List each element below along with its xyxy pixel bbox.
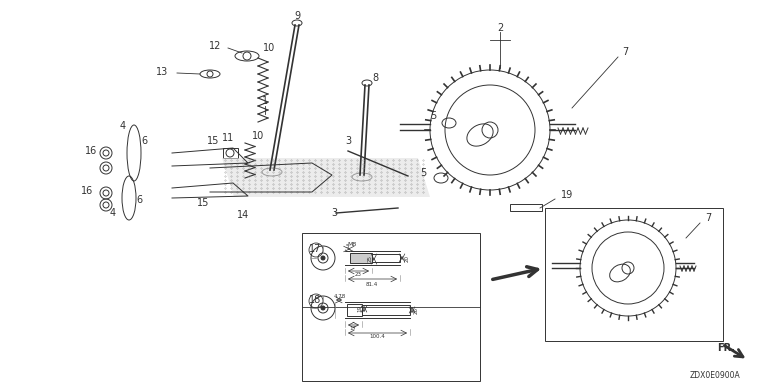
Text: 14: 14 [237,210,249,220]
Text: ZDX0E0900A: ZDX0E0900A [690,371,740,381]
Text: 15: 15 [207,136,219,146]
Text: 81.4: 81.4 [366,281,378,286]
Text: 2: 2 [497,23,503,33]
Circle shape [321,256,325,260]
Bar [223,148,238,158]
Text: 23: 23 [355,273,362,278]
Text: 3: 3 [331,208,337,218]
Text: 11: 11 [222,133,234,143]
Bar [350,253,372,263]
Text: 10: 10 [252,131,264,141]
Text: 25: 25 [368,255,372,263]
Polygon shape [222,158,430,197]
Text: 4: 4 [110,208,116,218]
Text: FR.: FR. [717,343,735,353]
Text: 13: 13 [156,67,168,77]
Text: 19: 19 [561,190,573,200]
Circle shape [321,306,325,310]
Text: 5: 5 [430,111,436,121]
Text: M8: M8 [347,242,356,247]
Text: 6: 6 [141,136,147,146]
Text: 5: 5 [346,243,349,248]
Text: 1: 1 [262,96,268,106]
Bar [545,208,723,341]
Text: 17: 17 [309,244,321,254]
Text: 18: 18 [309,295,321,305]
Text: 5: 5 [420,168,426,178]
Text: 6: 6 [136,195,142,205]
Bar [302,233,480,381]
Text: 100.4: 100.4 [369,334,385,339]
Text: 7: 7 [705,213,711,223]
Text: 17: 17 [349,326,356,331]
Bar [510,204,542,211]
Text: 7: 7 [622,47,628,57]
Bar [372,254,400,262]
Text: 16: 16 [85,146,97,156]
Text: 3: 3 [345,136,351,146]
Text: 4: 4 [120,121,126,131]
Text: 20: 20 [405,255,409,262]
Text: 10: 10 [263,43,275,53]
Text: 9: 9 [294,11,300,21]
Text: 12: 12 [209,41,221,51]
Text: 4.78: 4.78 [334,293,346,298]
Text: 26: 26 [413,306,419,313]
Text: 16: 16 [81,186,93,196]
Text: 19: 19 [357,306,362,313]
Bar [362,305,410,315]
Text: 15: 15 [197,198,209,208]
Bar [347,304,362,316]
Text: 8: 8 [372,73,378,83]
